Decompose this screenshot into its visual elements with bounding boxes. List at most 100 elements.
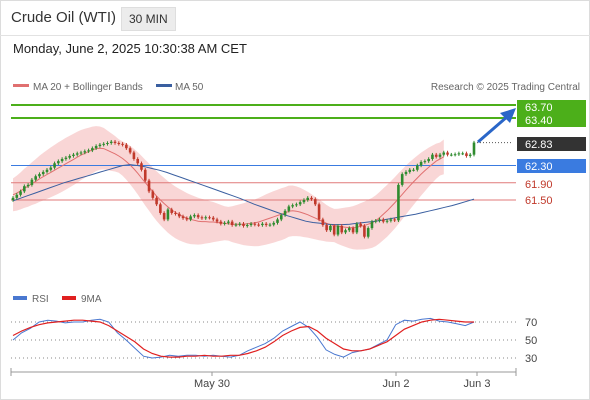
candle-body [389,219,393,221]
level-label: 63.70 [525,102,553,114]
level-label: 62.83 [525,139,553,151]
candle-body [234,224,238,226]
candle-body [472,142,476,155]
candle-body [348,228,351,231]
candle-body [166,209,170,220]
candle-body [57,161,60,164]
candle-body [272,222,276,225]
candle-body [68,155,71,158]
candle-body [181,216,185,219]
candle-body [382,219,385,222]
candle-body [450,154,453,156]
candle-body [438,154,442,157]
candle-body [245,225,249,227]
candle-body [147,180,151,192]
candle-body [155,197,158,205]
candle-body [355,223,359,233]
candle-body [378,219,381,221]
candle-body [79,152,83,154]
candle-body [19,191,22,195]
candle-body [177,213,181,217]
candle-body [468,154,472,156]
rsi-level-label: 30 [525,353,537,365]
bollinger-band [13,126,444,250]
ma20-legend-swatch [13,84,29,87]
candle-body [200,217,204,219]
candle-body [23,186,26,192]
level-label-bg [517,137,586,151]
forecast-arrow-head [500,108,516,123]
candle-body [321,219,325,226]
candle-body [363,225,366,237]
x-tick-label: Jun 2 [383,378,410,390]
candle-body [72,154,75,156]
candle-body [279,215,283,220]
candle-body [419,162,423,166]
candle-body [298,202,302,205]
candle-body [109,141,113,143]
timeframe-badge[interactable]: 30 MIN [121,7,176,31]
candle-body [83,151,87,153]
candle-body [344,230,347,233]
candle-body [302,200,306,203]
candle-body [442,152,446,155]
rsi-level-label: 50 [525,335,537,347]
level-label: 61.90 [525,179,553,191]
candle-body [374,220,378,222]
header-bar: Crude Oil (WTI) 30 MIN [0,0,590,36]
candle-body [257,224,260,226]
candle-body [196,215,200,218]
candle-body [75,153,79,155]
ma20-legend-label: MA 20 + Bollinger Bands [33,82,143,93]
candlesticks [11,139,476,239]
candle-body [249,223,253,226]
candle-body [174,212,177,214]
candle-body [412,169,415,171]
candle-body [151,191,155,198]
candle-body [408,169,412,172]
candle-body [457,153,461,155]
candle-body [332,225,336,235]
candle-body [465,153,468,156]
candle-body [423,161,427,163]
candle-body [310,197,313,200]
rsi-level-label: 70 [525,317,537,329]
candle-body [125,144,128,149]
level-label: 63.40 [525,115,553,127]
level-label: 61.50 [525,195,553,207]
candle-body [45,169,49,172]
instrument-title: Crude Oil (WTI) [11,9,116,26]
candle-body [253,223,257,225]
candle-body [416,165,419,170]
rsi-legend-label: RSI [32,294,49,305]
forecast-arrow-shaft [477,114,509,144]
candle-body [317,204,321,220]
bollinger-band-area [13,126,444,250]
ma9-line [12,318,474,358]
candle-body [306,197,310,200]
candle-body [393,219,396,221]
candle-body [53,163,56,168]
candle-body [208,217,211,219]
rsi-panel: 70 50 30 [11,317,537,365]
candle-body [453,154,457,156]
candle-body [287,206,291,211]
candle-body [351,228,355,233]
candle-body [215,219,219,222]
candle-body [283,210,287,216]
candle-body [91,148,94,151]
candle-body [366,228,370,237]
candle-body [446,152,449,155]
candle-body [359,223,362,226]
candle-body [264,223,268,226]
datetime-label: Monday, June 2, 2025 10:30:38 AM CET [13,41,247,56]
ma9-legend-label: 9MA [81,294,102,305]
candle-body [295,204,298,206]
candle-body [204,217,208,219]
candle-body [397,184,400,221]
candle-body [427,158,430,162]
x-tick-label: Jun 3 [464,378,491,390]
candle-body [313,199,317,205]
